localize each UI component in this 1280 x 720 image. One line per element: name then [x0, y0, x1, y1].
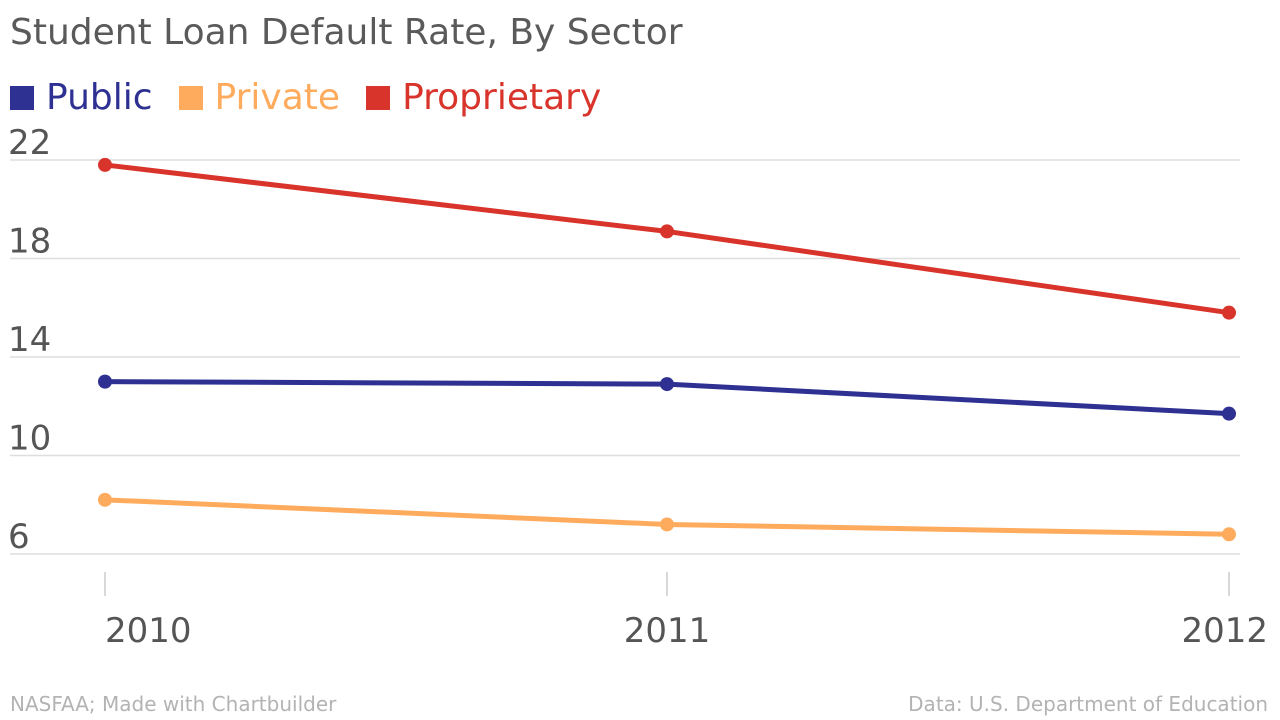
- data-point-proprietary: [1222, 305, 1236, 320]
- series-line-proprietary: [102, 162, 1232, 316]
- footer-data-source: Data: U.S. Department of Education: [908, 692, 1268, 716]
- y-tick-label: 6: [8, 517, 30, 557]
- legend-swatch-public: [10, 86, 34, 110]
- y-tick-label: 22: [8, 123, 51, 163]
- legend-item-public: Public: [10, 76, 153, 120]
- legend-label-public: Public: [46, 77, 153, 118]
- series-public: [98, 374, 1236, 421]
- data-point-proprietary: [660, 224, 674, 239]
- y-tick-label: 14: [8, 320, 51, 360]
- data-point-proprietary: [98, 157, 112, 172]
- data-point-public: [1222, 406, 1236, 421]
- legend-label-proprietary: Proprietary: [402, 77, 602, 118]
- data-point-private: [1222, 527, 1236, 542]
- series-proprietary: [98, 157, 1236, 320]
- legend-swatch-proprietary: [366, 86, 391, 110]
- x-tick-label: 2012: [1181, 611, 1268, 651]
- y-tick-label: 10: [8, 419, 51, 459]
- legend-swatch-private: [178, 86, 203, 110]
- data-point-private: [660, 517, 674, 532]
- gridlines: [10, 159, 1240, 555]
- data-point-private: [98, 492, 112, 507]
- y-tick-label: 18: [8, 222, 51, 262]
- x-axis-ticks: [104, 572, 1230, 596]
- y-axis-labels: 22 18 14 10 6: [8, 123, 51, 557]
- x-axis-labels: 2010 2011 2012: [105, 611, 1268, 651]
- data-point-public: [98, 374, 112, 389]
- legend: Public Private Proprietary: [10, 76, 627, 120]
- x-tick-label: 2011: [624, 611, 711, 651]
- series-private: [98, 492, 1236, 542]
- legend-label-private: Private: [214, 77, 341, 118]
- chart-title: Student Loan Default Rate, By Sector: [10, 12, 683, 53]
- series: [98, 157, 1236, 542]
- legend-item-private: Private: [178, 76, 341, 120]
- legend-item-proprietary: Proprietary: [366, 76, 601, 120]
- x-tick-label: 2010: [105, 611, 192, 651]
- data-point-public: [660, 377, 674, 392]
- footer-credit: NASFAA; Made with Chartbuilder: [10, 692, 337, 716]
